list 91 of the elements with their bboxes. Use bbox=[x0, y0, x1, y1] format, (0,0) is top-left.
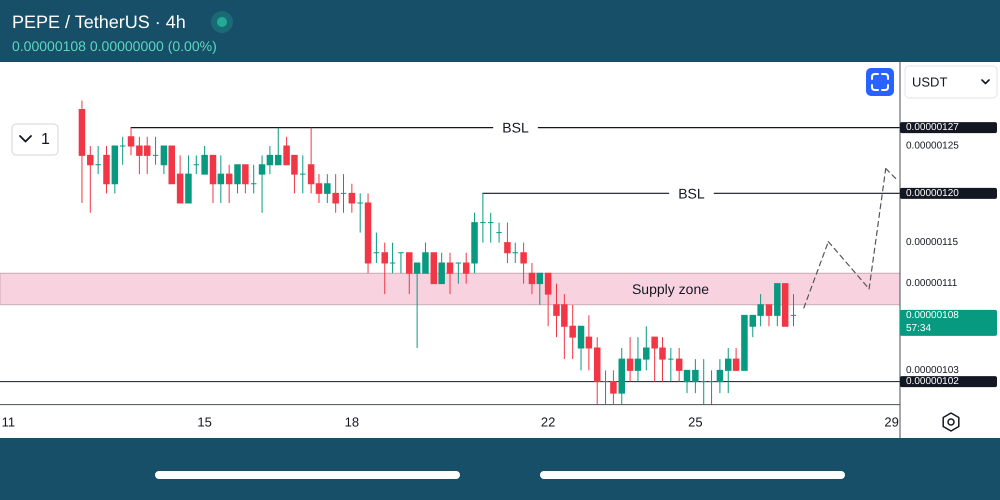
candlestick bbox=[364, 192, 372, 274]
candlestick bbox=[487, 212, 494, 244]
annotation: 1 bbox=[41, 131, 50, 148]
text: 57:34 bbox=[906, 322, 932, 334]
x-tick-label: 18 bbox=[344, 414, 360, 430]
candlestick bbox=[332, 174, 339, 214]
candlestick bbox=[676, 348, 682, 382]
y-tick-label: 0.00000103 bbox=[906, 364, 960, 376]
candlestick bbox=[176, 154, 184, 204]
y-tick-label: 0.00000125 bbox=[906, 140, 960, 152]
candlestick bbox=[119, 136, 126, 166]
candlestick bbox=[618, 348, 626, 405]
candlestick bbox=[732, 348, 740, 371]
candlestick bbox=[512, 242, 519, 264]
candlestick bbox=[462, 252, 470, 284]
candlestick bbox=[218, 154, 224, 204]
candlestick bbox=[103, 146, 110, 194]
candlestick bbox=[446, 252, 454, 295]
data-label: 0.00000127 bbox=[906, 122, 960, 134]
candlestick bbox=[324, 174, 331, 204]
series-label: BSL bbox=[678, 185, 705, 202]
chart-subtitle: 0.00000108 0.00000000 (0.00%) bbox=[12, 38, 217, 54]
data-label: 0.00000120 bbox=[906, 188, 960, 199]
candlestick bbox=[790, 294, 797, 327]
candlestick bbox=[87, 146, 94, 214]
candlestick bbox=[340, 174, 347, 214]
band-label: Supply zone bbox=[632, 281, 710, 298]
candlestick bbox=[356, 192, 364, 234]
y-tick-label: 0.00000115 bbox=[906, 237, 959, 248]
candlestick bbox=[700, 358, 707, 405]
x-tick-label: 25 bbox=[688, 414, 703, 430]
candlestick bbox=[668, 348, 674, 382]
candlestick bbox=[210, 154, 216, 204]
candlestick bbox=[594, 336, 600, 405]
candlestick bbox=[480, 192, 486, 244]
chart-title: PEPE / TetherUS · 4h bbox=[12, 12, 186, 32]
candlestick bbox=[610, 370, 617, 405]
candlestick bbox=[430, 252, 438, 284]
candlestick bbox=[274, 127, 282, 166]
candlestick bbox=[348, 183, 356, 214]
candlestick bbox=[708, 370, 715, 405]
y-axis-title: USDT bbox=[912, 74, 948, 90]
candlestick bbox=[520, 242, 527, 284]
candlestick bbox=[234, 164, 241, 194]
candlestick bbox=[201, 146, 208, 175]
candlestick bbox=[569, 304, 576, 360]
candlestick bbox=[782, 283, 788, 327]
candlestick bbox=[536, 272, 544, 306]
candlestick bbox=[586, 314, 592, 371]
candlestick bbox=[112, 146, 118, 194]
candlestick bbox=[602, 370, 609, 405]
candlestick bbox=[226, 164, 232, 204]
x-tick-label: 22 bbox=[540, 414, 556, 430]
candlestick bbox=[774, 283, 781, 327]
x-tick-label: 15 bbox=[197, 414, 212, 430]
candlestick bbox=[242, 164, 249, 194]
candlestick bbox=[152, 136, 159, 166]
candlestick bbox=[373, 232, 380, 264]
candlestick bbox=[389, 242, 396, 274]
candlestick bbox=[716, 358, 724, 394]
candlestick bbox=[626, 336, 634, 382]
candlestick bbox=[578, 326, 584, 371]
candlestick bbox=[643, 326, 650, 371]
candlestick bbox=[544, 272, 552, 327]
candlestick bbox=[496, 222, 502, 244]
series-label: BSL bbox=[502, 120, 529, 136]
candlestick bbox=[455, 262, 462, 284]
candlestick bbox=[741, 314, 748, 371]
candlestick bbox=[634, 336, 642, 382]
candlestick bbox=[250, 164, 257, 194]
ref-line-label: 0.00000102 bbox=[906, 376, 960, 388]
candlestick bbox=[168, 146, 176, 184]
candlestick bbox=[438, 252, 445, 284]
x-tick-label: 29 bbox=[884, 414, 899, 430]
candlestick bbox=[300, 154, 306, 194]
candlestick bbox=[185, 154, 192, 204]
candlestick bbox=[766, 304, 772, 327]
candlestick bbox=[406, 252, 413, 295]
candlestick bbox=[160, 146, 168, 175]
candlestick bbox=[504, 222, 511, 264]
candlestick bbox=[381, 242, 388, 295]
y-tick-label: 0.00000111 bbox=[906, 278, 958, 290]
text: 0.00000108 bbox=[906, 310, 959, 321]
candlestick bbox=[193, 154, 200, 175]
candlestick bbox=[471, 212, 478, 274]
x-tick-label: 11 bbox=[2, 414, 16, 430]
candlestick bbox=[398, 252, 404, 274]
candlestick bbox=[724, 348, 732, 394]
candlestick bbox=[94, 146, 102, 175]
candlestick bbox=[78, 100, 86, 204]
candlestick bbox=[528, 262, 536, 295]
